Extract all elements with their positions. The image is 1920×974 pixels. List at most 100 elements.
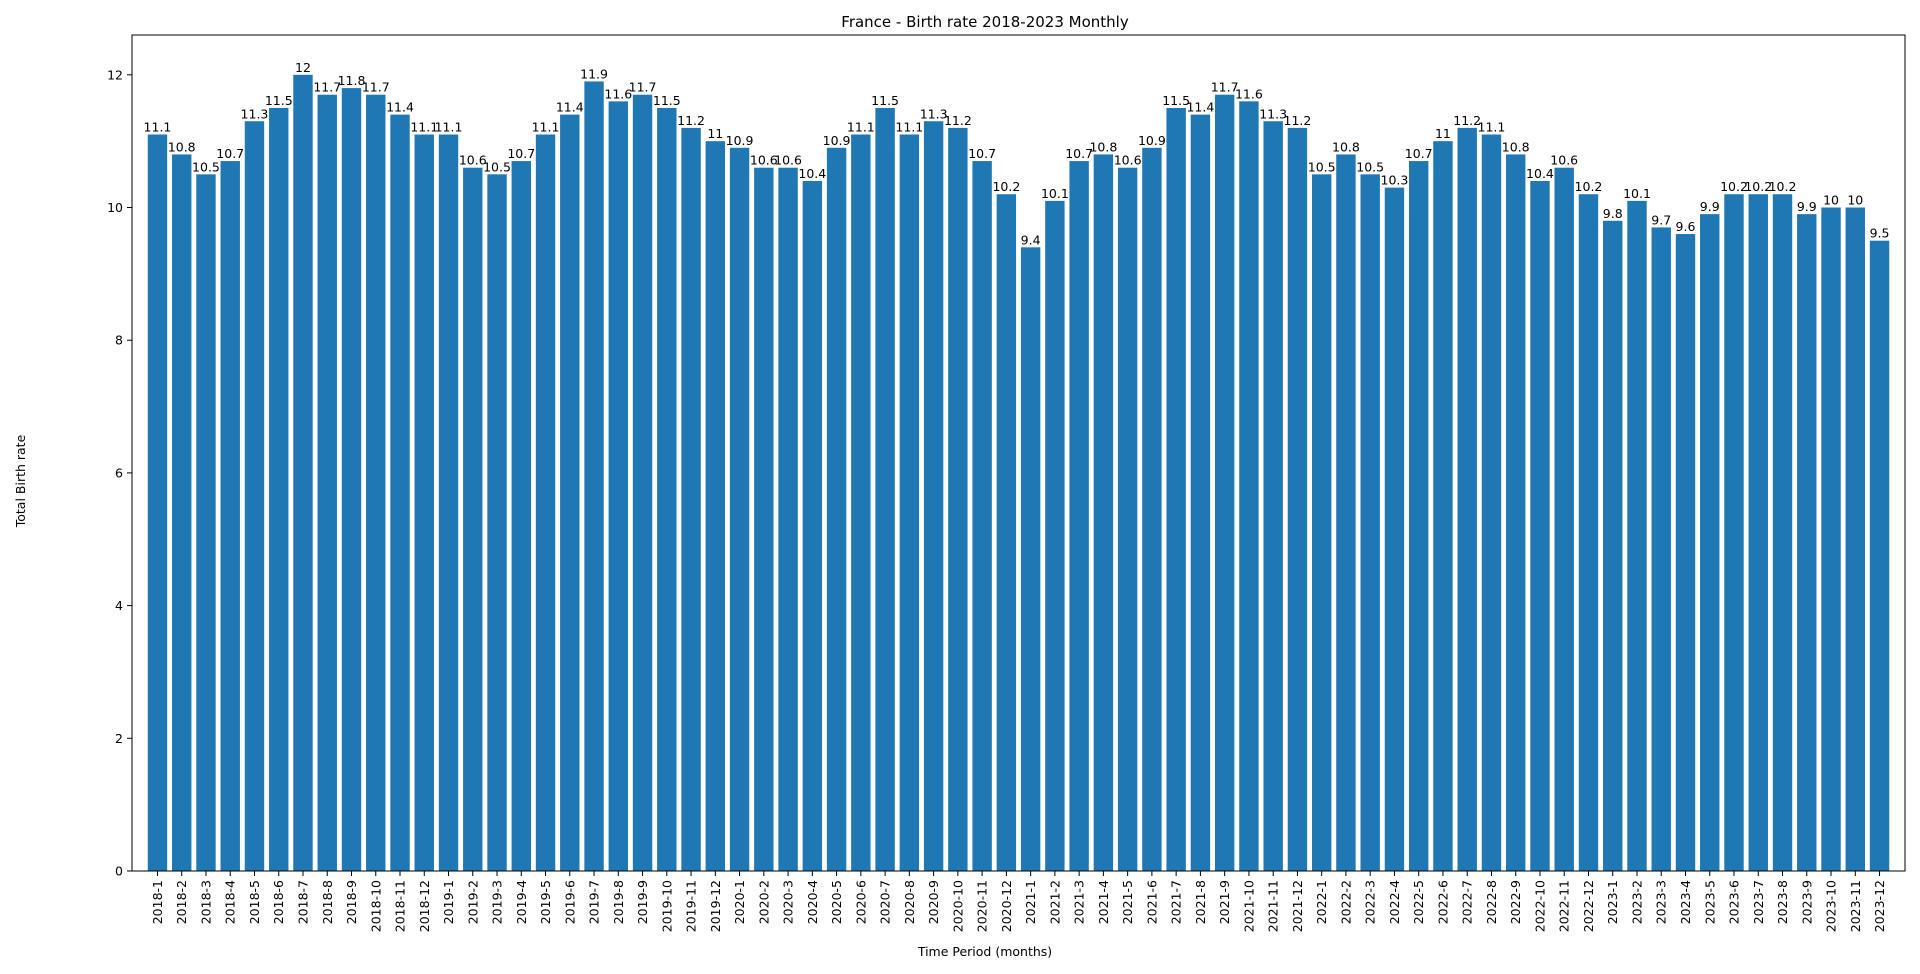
x-tick-label: 2020-11 <box>975 880 990 932</box>
bar-2018-8 <box>317 94 337 871</box>
bar-2023-1 <box>1603 220 1623 871</box>
bar-value-label: 10.2 <box>1769 179 1797 194</box>
x-tick-label: 2021-1 <box>1023 880 1038 924</box>
bar-value-label: 10.9 <box>726 133 754 148</box>
x-tick-label: 2023-9 <box>1799 880 1814 924</box>
x-tick-label: 2018-10 <box>368 880 383 932</box>
bar-2018-7 <box>293 74 313 871</box>
bar-2020-4 <box>802 180 823 872</box>
bars-group <box>147 74 1890 872</box>
bar-value-label: 11.2 <box>944 113 972 128</box>
x-tick-label: 2021-8 <box>1193 880 1208 924</box>
x-tick-label: 2022-8 <box>1484 880 1499 924</box>
bar-2022-10 <box>1530 180 1550 872</box>
bar-value-label: 10.6 <box>1550 153 1578 168</box>
bar-value-label: 10.5 <box>483 159 511 174</box>
bar-2019-9 <box>632 94 653 871</box>
x-tick-label: 2021-3 <box>1072 880 1087 924</box>
bar-2018-9 <box>341 88 362 871</box>
bar-value-label: 10.8 <box>168 139 196 154</box>
bar-value-label: 9.9 <box>1700 199 1720 214</box>
x-tick-label: 2018-9 <box>344 880 359 924</box>
x-tick-label: 2021-10 <box>1241 880 1256 932</box>
bar-2018-1 <box>147 134 168 871</box>
x-tick-label: 2019-7 <box>587 880 602 924</box>
bar-2022-8 <box>1481 134 1502 871</box>
bar-value-label: 11.5 <box>265 93 293 108</box>
bar-value-label: 10.6 <box>459 153 487 168</box>
bar-value-label: 12 <box>295 60 311 75</box>
bar-2020-11 <box>972 161 992 871</box>
x-tick-label: 2021-4 <box>1096 880 1111 924</box>
bar-2021-8 <box>1190 114 1211 872</box>
x-tick-label: 2020-10 <box>950 880 965 932</box>
bar-value-label: 10.6 <box>750 153 778 168</box>
bar-2020-7 <box>875 107 895 872</box>
bar-value-label: 10.8 <box>1502 139 1530 154</box>
bar-value-label: 11.7 <box>1211 80 1239 95</box>
bar-2021-9 <box>1214 94 1235 871</box>
bar-value-label: 10.1 <box>1623 186 1651 201</box>
bar-value-label: 11.6 <box>1235 86 1263 101</box>
x-tick-label: 2022-4 <box>1387 880 1402 924</box>
x-tick-label: 2023-10 <box>1824 880 1839 932</box>
x-tick-label: 2021-9 <box>1217 880 1232 924</box>
bar-2021-3 <box>1069 161 1089 871</box>
bar-value-label: 10.6 <box>774 153 802 168</box>
x-tick-label: 2021-7 <box>1169 880 1184 924</box>
bar-2021-2 <box>1045 200 1065 871</box>
x-axis-label: Time Period (months) <box>917 944 1052 959</box>
bar-2023-11 <box>1845 207 1865 871</box>
bar-2018-3 <box>196 174 216 871</box>
plot-frame <box>131 34 1906 872</box>
x-tick-label: 2020-8 <box>902 880 917 924</box>
bar-value-label: 11.4 <box>556 100 584 115</box>
x-tick-label: 2023-6 <box>1727 880 1742 924</box>
x-tick-label: 2023-3 <box>1654 880 1669 924</box>
x-tick-label: 2022-5 <box>1411 880 1426 924</box>
bar-value-label: 10.5 <box>192 159 220 174</box>
bar-2021-11 <box>1263 121 1283 871</box>
bar-value-label: 10.2 <box>992 179 1020 194</box>
x-tick-label: 2020-5 <box>829 880 844 924</box>
x-tick-label: 2023-8 <box>1775 880 1790 924</box>
bar-2020-6 <box>851 134 871 871</box>
bar-2020-3 <box>778 167 798 871</box>
bar-2020-12 <box>996 194 1017 872</box>
x-tick-label: 2018-1 <box>150 880 165 924</box>
bar-value-label: 11.1 <box>1478 120 1506 135</box>
bar-2021-12 <box>1287 127 1308 871</box>
bar-value-label: 11.5 <box>653 93 681 108</box>
x-tick-label: 2022-2 <box>1338 880 1353 924</box>
bar-2023-12 <box>1869 240 1890 871</box>
x-tick-label: 2022-11 <box>1557 880 1572 932</box>
bar-2023-8 <box>1772 194 1793 872</box>
bar-value-label: 11.6 <box>604 86 632 101</box>
x-tick-label: 2022-7 <box>1460 880 1475 924</box>
x-tick-label: 2018-2 <box>174 880 189 924</box>
x-tick-label: 2023-5 <box>1702 880 1717 924</box>
bar-value-label: 10.3 <box>1381 173 1409 188</box>
x-tick-label: 2019-10 <box>659 880 674 932</box>
bar-value-label: 10 <box>1823 193 1839 208</box>
bar-value-label: 11 <box>1435 126 1451 141</box>
bar-value-label: 11.1 <box>847 120 875 135</box>
x-tick-label: 2022-3 <box>1363 880 1378 924</box>
bar-labels-group: 11.110.810.510.711.311.51211.711.811.711… <box>144 60 1890 248</box>
bar-2023-5 <box>1700 214 1720 871</box>
bar-2023-7 <box>1748 194 1768 872</box>
bar-value-label: 10.9 <box>1138 133 1166 148</box>
bar-2018-6 <box>269 107 289 872</box>
y-tick-label: 4 <box>115 598 123 613</box>
bar-2019-7 <box>584 81 604 871</box>
bar-value-label: 9.7 <box>1651 212 1671 227</box>
bar-value-label: 9.6 <box>1676 219 1696 234</box>
bar-value-label: 11.3 <box>920 106 948 121</box>
y-axis-label: Total Birth rate <box>13 434 28 528</box>
bar-2022-2 <box>1336 154 1356 871</box>
x-tick-label: 2019-12 <box>708 880 723 932</box>
x-tick-label: 2021-6 <box>1144 880 1159 924</box>
bar-2020-5 <box>826 147 847 872</box>
x-tick-label: 2019-5 <box>538 880 553 924</box>
x-tick-label: 2018-7 <box>295 880 310 924</box>
